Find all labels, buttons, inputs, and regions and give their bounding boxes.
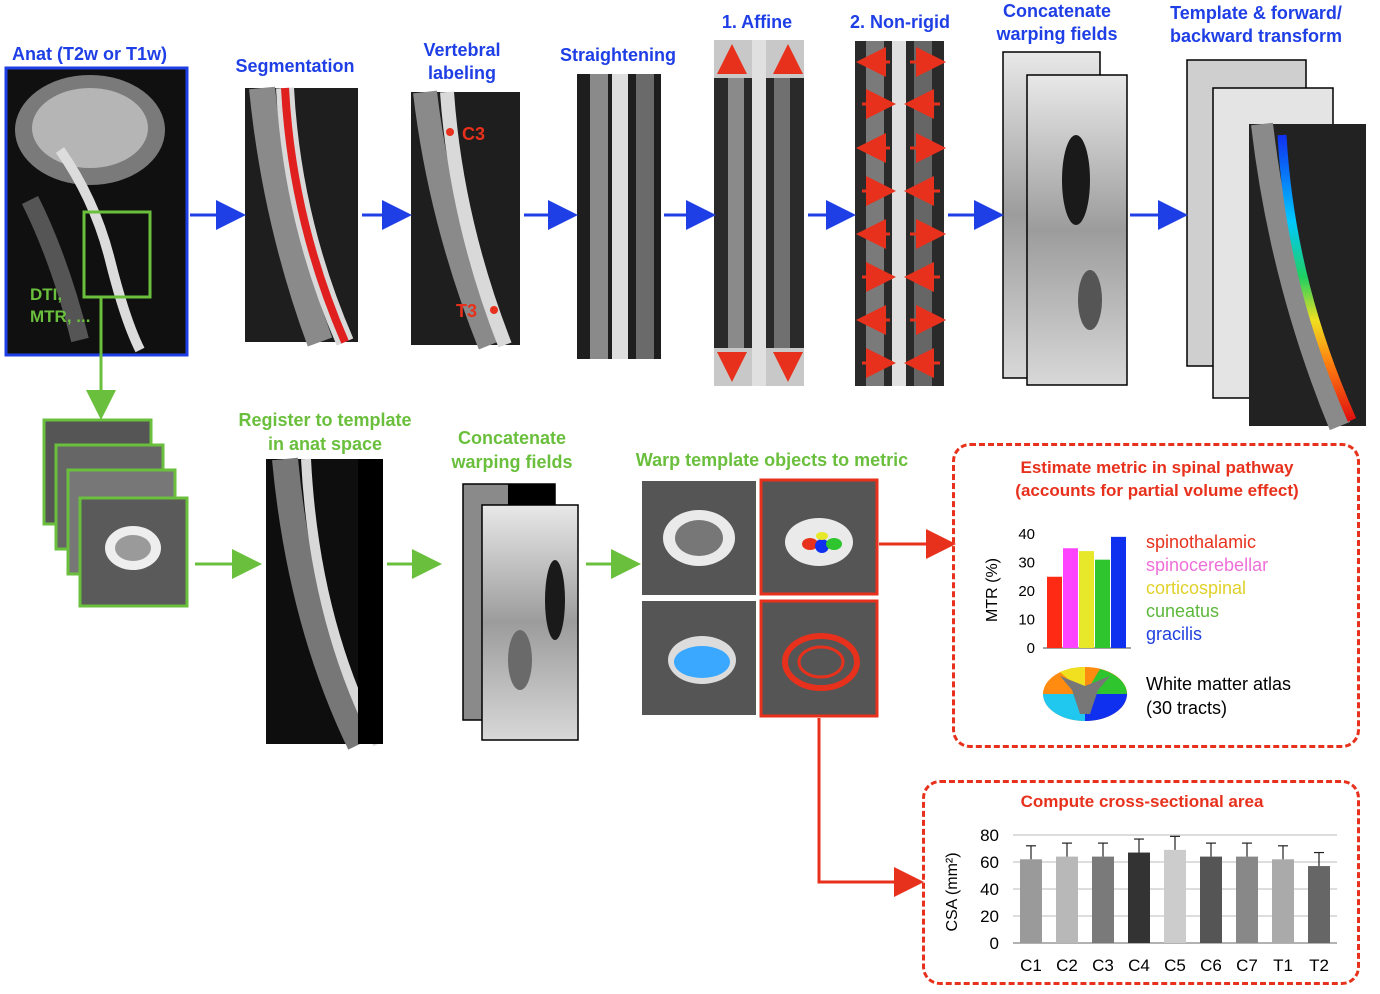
atlas-label-2: (30 tracts) [1146,698,1228,718]
anat-overlay-line1: DTI, [30,285,62,304]
step-label-vertebral-2: labeling [428,63,496,83]
csa-xtick-C5: C5 [1164,956,1186,975]
template-label-overlay [1277,134,1357,422]
segmentation-image [245,86,358,347]
nonrigid-image [855,41,946,386]
affine-image [714,40,804,386]
csa-xtick-C4: C4 [1128,956,1150,975]
csa-bar-C2 [1056,856,1078,943]
marker-c3-dot [446,128,454,136]
csa-title: Compute cross-sectional area [1020,792,1264,811]
mtr-bar-corticospinal [1079,551,1094,648]
atlas-icon [1043,666,1127,721]
csa-ytick-label: 60 [980,853,999,872]
csa-ylabel: CSA (mm²) [944,852,961,931]
csa-ytick-label: 40 [980,880,999,899]
csa-bar-C5 [1164,849,1186,943]
concat-fields-top-image [1002,51,1128,386]
step-label-affine: 1. Affine [722,12,792,32]
marker-c3-label: C3 [462,124,485,144]
step-label-vertebral-1: Vertebral [423,40,500,60]
marker-t3-label: T3 [456,301,477,321]
step-label-template-1: Template & forward/ [1170,3,1342,23]
mtr-chart: 0 10 20 30 40 MTR (%) [984,526,1131,657]
marker-t3-dot [490,306,498,314]
metric-slices-stack [42,418,189,608]
mtr-ytick-label: 10 [1018,612,1035,629]
mtr-ytick-label: 20 [1018,583,1035,600]
concat-bottom-label-1: Concatenate [458,428,566,448]
atlas-label-1: White matter atlas [1146,674,1292,694]
register-label-2: in anat space [268,434,382,454]
mtr-ytick-label: 30 [1018,555,1035,572]
csa-xtick-C6: C6 [1200,956,1222,975]
mtr-legend-spinothalamic: spinothalamic [1146,532,1257,552]
step-label-template-2: backward transform [1170,26,1342,46]
csa-xtick-C2: C2 [1056,956,1078,975]
metric-title-1: Estimate metric in spinal pathway [1020,458,1294,477]
mtr-bar-cuneatus [1095,559,1110,648]
straightening-image [577,74,661,359]
anat-overlay-line2: MTR, ... [30,307,90,326]
register-label-1: Register to template [238,410,411,430]
step-label-segmentation: Segmentation [235,56,354,76]
csa-ytick-label: 80 [980,826,999,845]
anat-title: Anat (T2w or T1w) [12,44,167,64]
warp-label: Warp template objects to metric [636,450,908,470]
csa-xtick-C3: C3 [1092,956,1114,975]
register-image [266,457,383,750]
template-image [1186,59,1366,431]
csa-bar-C1 [1020,859,1042,943]
warp-grid [642,478,879,718]
step-label-concat-2: warping fields [995,24,1117,44]
mtr-legend-gracilis: gracilis [1146,624,1203,644]
csa-bar-C3 [1092,856,1114,943]
csa-box [922,780,1360,985]
csa-chart: 0 20 40 60 80 C1 C2 C3 C4 C5 C6 C7 T1 T2 CSA (mm²) [944,826,1337,975]
csa-xtick-C7: C7 [1236,956,1258,975]
csa-bar-C7 [1236,856,1258,943]
red-connector-arrows [817,529,956,897]
csa-bar-C6 [1200,856,1222,943]
step-label-nonrigid: 2. Non-rigid [850,12,950,32]
csa-bar-C4 [1128,852,1150,943]
csa-xtick-C1: C1 [1020,956,1042,975]
csa-xtick-T1: T1 [1273,956,1293,975]
segmentation-overlay [281,87,349,344]
mtr-ylabel: MTR (%) [984,558,1001,622]
csa-xtick-T2: T2 [1309,956,1329,975]
mtr-bar-gracilis [1111,536,1126,648]
csa-ytick-label: 0 [990,934,999,953]
concat-bottom-label-2: warping fields [450,452,572,472]
concat-fields-bottom-image [462,483,579,741]
mtr-legend-spinocerebellar: spinocerebellar [1146,555,1269,575]
anat-panel [4,66,189,357]
mtr-legend-cuneatus: cuneatus [1146,601,1220,621]
metric-title-2: (accounts for partial volume effect) [1015,481,1299,500]
mtr-bar-spinocerebellar [1063,548,1078,648]
mtr-bar-spinothalamic [1047,576,1062,648]
step-label-concat-1: Concatenate [1003,1,1111,21]
metric-box [952,443,1360,748]
nonrigid-arrows [856,47,946,378]
mtr-ytick-label: 0 [1027,640,1035,657]
vertebral-labeling-image [411,90,520,350]
csa-ytick-label: 20 [980,907,999,926]
csa-bar-T1 [1272,859,1294,943]
anat-roi-box [82,210,152,299]
mtr-ytick-label: 40 [1018,526,1035,543]
csa-bar-T2 [1308,866,1330,943]
step-label-straightening: Straightening [560,45,676,65]
mtr-legend-corticospinal: corticospinal [1146,578,1247,598]
